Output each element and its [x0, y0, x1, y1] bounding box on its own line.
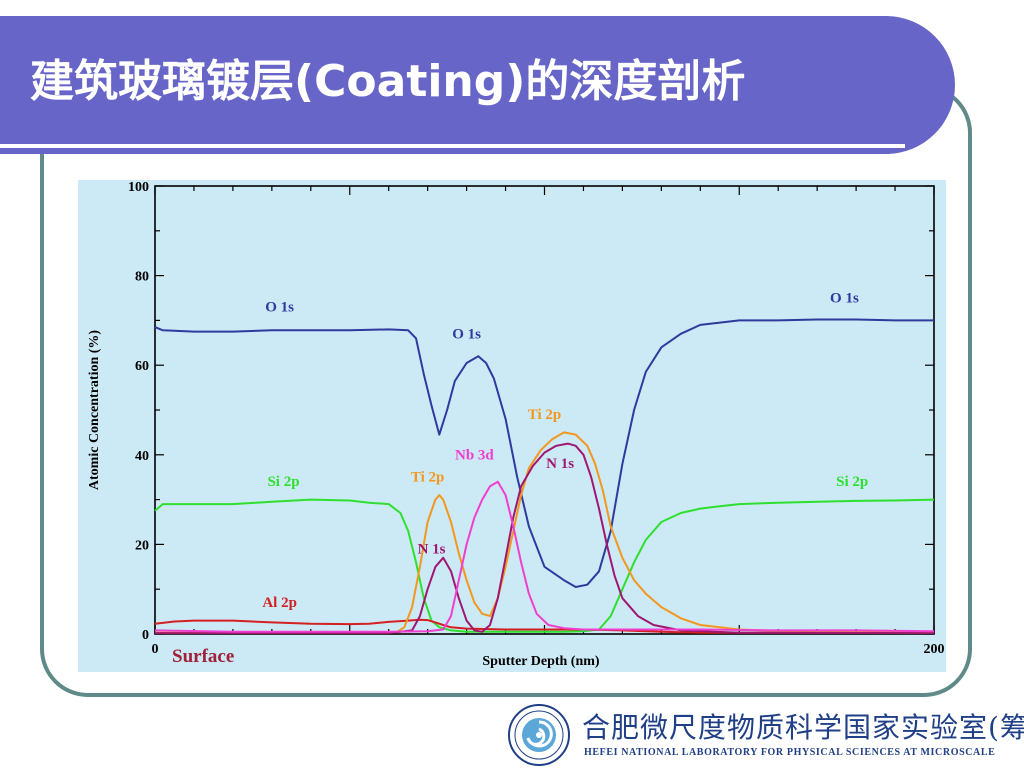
- x-tick-label: 200: [924, 642, 945, 657]
- x-tick-label: 0: [152, 642, 159, 657]
- series-label-o-1s: O 1s: [830, 290, 859, 306]
- series-label-si-2p: Si 2p: [836, 474, 868, 490]
- series-lines: [154, 318, 935, 635]
- series-label-si-2p: Si 2p: [267, 474, 299, 490]
- footer-logo: 合肥微尺度物质科学国家实验室(筹) HEFEI NATIONAL LABORAT…: [500, 700, 1024, 768]
- series-label-o-1s: O 1s: [265, 299, 294, 315]
- lab-name-english: HEFEI NATIONAL LABORATORY FOR PHYSICAL S…: [584, 747, 996, 758]
- series-label-o-1s: O 1s: [452, 326, 481, 342]
- y-tick-label: 40: [135, 449, 149, 464]
- series-line-ti-2p: [155, 431, 935, 634]
- slide-title: 建筑玻璃镀层(Coating)的深度剖析: [30, 56, 746, 107]
- series-label-n-1s: N 1s: [546, 456, 574, 472]
- y-tick-label: 0: [142, 628, 149, 643]
- series-line-al-2p: [154, 618, 934, 634]
- y-tick-label: 20: [135, 538, 149, 553]
- series-line-o-1s: [154, 318, 934, 588]
- y-tick-label: 100: [128, 180, 149, 195]
- lab-emblem-icon: [508, 704, 570, 766]
- axis-ticks: 0 20 40 60 80 100 0 200: [128, 180, 945, 657]
- surface-annotation: Surface: [172, 646, 234, 667]
- title-bar: 建筑玻璃镀层(Coating)的深度剖析: [0, 16, 955, 154]
- depth-profile-chart: Sputter Depth (nm) Atomic Concentration …: [87, 180, 945, 669]
- x-axis-title: Sputter Depth (nm): [482, 654, 600, 669]
- series-label-ti-2p: Ti 2p: [528, 407, 562, 423]
- series-line-nb-3d: [154, 480, 935, 633]
- series-labels: O 1s O 1s O 1s Si 2p Si 2p Al 2p Ti 2p Ti 2p N 1…: [262, 290, 868, 611]
- title-underline: [0, 144, 905, 148]
- y-tick-label: 80: [135, 270, 149, 285]
- series-line-si-2p: [154, 498, 935, 633]
- y-tick-label: 60: [135, 359, 149, 374]
- series-label-nb-3d: Nb 3d: [455, 447, 494, 463]
- series-label-al-2p: Al 2p: [262, 595, 297, 611]
- chart-panel: Sputter Depth (nm) Atomic Concentration …: [78, 180, 946, 672]
- lab-name-chinese: 合肥微尺度物质科学国家实验室(筹): [582, 711, 1024, 744]
- y-axis-title: Atomic Concentration (%): [87, 330, 102, 491]
- series-label-n-1s: N 1s: [418, 541, 446, 557]
- series-line-n-1s: [155, 442, 935, 635]
- series-label-ti-2p: Ti 2p: [411, 470, 445, 486]
